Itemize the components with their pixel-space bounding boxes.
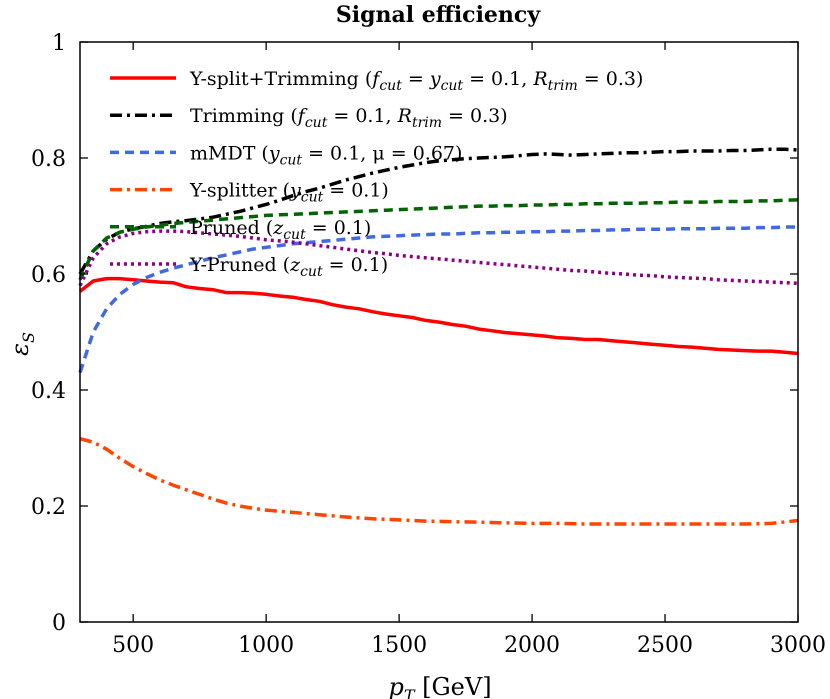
x-tick-label: 500 — [112, 633, 154, 658]
x-axis-label: pT [GeV] — [388, 673, 491, 699]
series-layer — [78, 147, 799, 526]
y-tick-label: 0 — [52, 611, 66, 636]
legend-label-4: Y-splitter (ycut = 0.1) — [189, 180, 389, 206]
y-tick-label: 0.8 — [31, 147, 66, 172]
series-line-3 — [78, 225, 798, 374]
series-line-1 — [78, 276, 799, 356]
series-line-2 — [78, 147, 799, 275]
legend-label-6: Y-Pruned (zcut = 0.1) — [189, 254, 388, 280]
x-tick-label: 1000 — [238, 633, 294, 658]
legend-label-5: Pruned (zcut = 0.1) — [190, 217, 371, 243]
y-tick-label: 0.4 — [31, 379, 66, 404]
svg-text:pT [GeV]: pT [GeV] — [388, 673, 491, 699]
y-tick-label: 0.2 — [31, 495, 66, 520]
series-line-5 — [78, 198, 799, 281]
series-line-6 — [78, 229, 799, 287]
legend: Y-split+Trimming (fcut = ycut = 0.1, Rtr… — [110, 68, 643, 280]
x-tick-label: 2500 — [637, 633, 693, 658]
legend-label-2: Trimming (fcut = 0.1, Rtrim = 0.3) — [190, 105, 508, 131]
y-tick-label: 1 — [52, 31, 66, 56]
ticks-layer: 500 1000 1500 2000 2500 3000 0 0.2 0.4 0.6 0.8 1 — [31, 31, 826, 658]
series-line-4 — [79, 437, 799, 526]
x-tick-label: 1500 — [371, 633, 427, 658]
x-tick-label: 3000 — [770, 633, 826, 658]
x-tick-label: 2000 — [504, 633, 560, 658]
plot-frame — [79, 41, 799, 623]
y-tick-label: 0.6 — [31, 263, 66, 288]
chart-title: Signal efficiency — [336, 2, 541, 28]
legend-label-3: mMDT (ycut = 0.1, μ = 0.67) — [190, 142, 462, 168]
y-axis-label: εS — [6, 332, 38, 356]
legend-label-1: Y-split+Trimming (fcut = ycut = 0.1, Rtr… — [189, 68, 643, 94]
svg-text:εS: εS — [6, 332, 38, 356]
